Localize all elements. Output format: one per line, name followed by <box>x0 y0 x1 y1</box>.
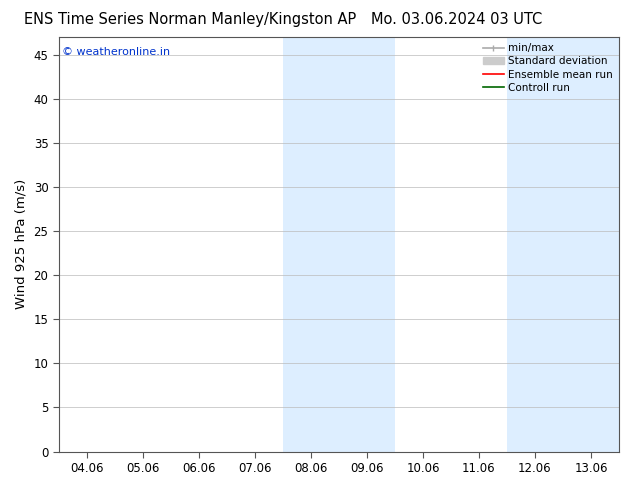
Text: © weatheronline.in: © weatheronline.in <box>61 48 170 57</box>
Text: Mo. 03.06.2024 03 UTC: Mo. 03.06.2024 03 UTC <box>371 12 542 27</box>
Y-axis label: Wind 925 hPa (m/s): Wind 925 hPa (m/s) <box>15 179 28 310</box>
Text: ENS Time Series Norman Manley/Kingston AP: ENS Time Series Norman Manley/Kingston A… <box>24 12 356 27</box>
Bar <box>507 37 619 452</box>
Legend: min/max, Standard deviation, Ensemble mean run, Controll run: min/max, Standard deviation, Ensemble me… <box>479 39 617 97</box>
Bar <box>283 37 395 452</box>
